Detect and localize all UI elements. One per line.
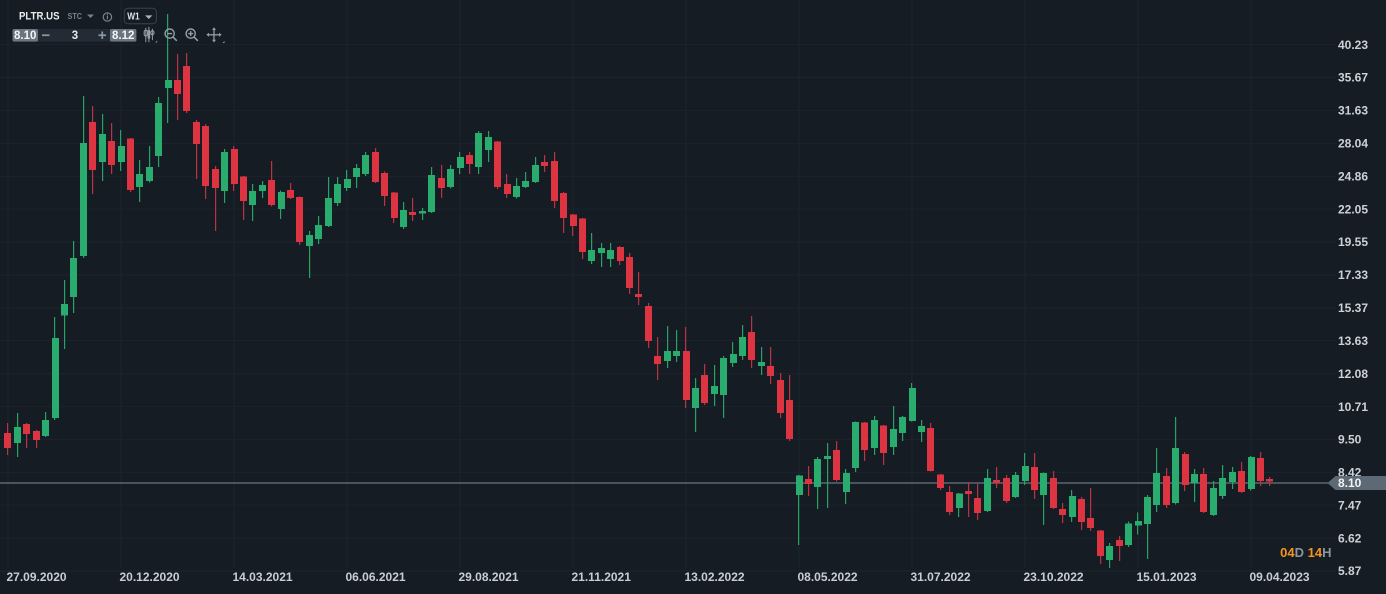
svg-text:14.03.2021: 14.03.2021: [233, 570, 293, 584]
svg-text:31.07.2022: 31.07.2022: [911, 570, 971, 584]
svg-text:10.71: 10.71: [1338, 400, 1368, 414]
svg-text:22.05: 22.05: [1338, 202, 1368, 216]
svg-text:3: 3: [72, 30, 78, 42]
svg-text:28.04: 28.04: [1338, 137, 1368, 151]
svg-text:8.10: 8.10: [14, 30, 36, 42]
svg-text:15.01.2023: 15.01.2023: [1137, 570, 1197, 584]
svg-text:13.63: 13.63: [1338, 334, 1368, 348]
svg-text:19.55: 19.55: [1338, 235, 1368, 249]
svg-text:15.37: 15.37: [1338, 301, 1368, 315]
svg-text:6.62: 6.62: [1338, 531, 1362, 545]
svg-text:8.10: 8.10: [1338, 476, 1362, 490]
svg-text:STC: STC: [68, 12, 83, 21]
svg-text:08.05.2022: 08.05.2022: [798, 570, 858, 584]
svg-text:12.08: 12.08: [1338, 367, 1368, 381]
svg-text:PLTR.US: PLTR.US: [19, 11, 60, 23]
svg-text:09.04.2023: 09.04.2023: [1250, 570, 1310, 584]
svg-text:40.23: 40.23: [1338, 38, 1368, 52]
svg-text:9.50: 9.50: [1338, 433, 1362, 447]
svg-text:20.12.2020: 20.12.2020: [120, 570, 180, 584]
svg-text:35.67: 35.67: [1338, 71, 1368, 85]
svg-text:13.02.2022: 13.02.2022: [685, 570, 745, 584]
svg-text:24.86: 24.86: [1338, 170, 1368, 184]
svg-text:04D 14H: 04D 14H: [1280, 545, 1331, 560]
svg-text:23.10.2022: 23.10.2022: [1024, 570, 1084, 584]
svg-text:5.87: 5.87: [1338, 564, 1362, 578]
svg-text:8.12: 8.12: [112, 30, 134, 42]
svg-text:17.33: 17.33: [1338, 268, 1368, 282]
svg-text:W1: W1: [127, 11, 140, 23]
svg-text:06.06.2021: 06.06.2021: [346, 570, 406, 584]
svg-text:29.08.2021: 29.08.2021: [459, 570, 519, 584]
svg-text:21.11.2021: 21.11.2021: [572, 570, 632, 584]
svg-text:7.47: 7.47: [1338, 498, 1362, 512]
svg-text:27.09.2020: 27.09.2020: [7, 570, 67, 584]
svg-text:31.63: 31.63: [1338, 104, 1368, 118]
